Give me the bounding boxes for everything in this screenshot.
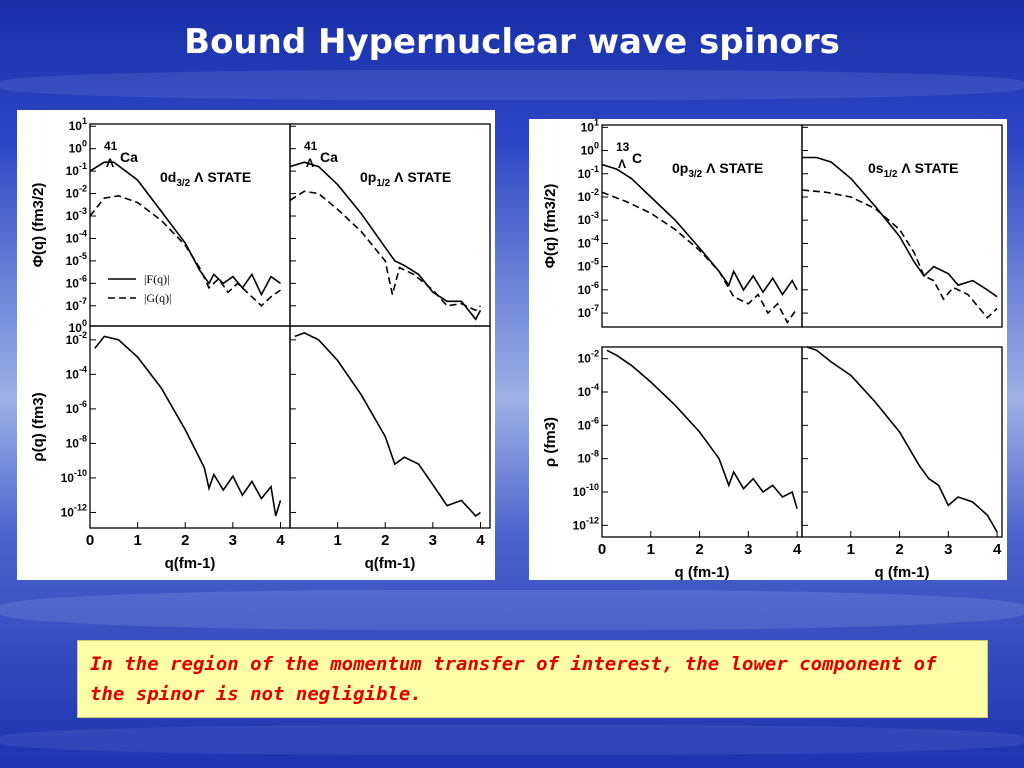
rho-ytick-label: 10-2: [66, 330, 87, 347]
xtick-label: 1: [847, 541, 855, 558]
xtick-label: 2: [381, 532, 389, 549]
bg-streak: [0, 590, 1024, 630]
phi-ytick-label: 100: [581, 141, 599, 158]
state-label: 0p1/2 Λ STATE: [360, 169, 451, 189]
phi-ytick-label: 101: [69, 116, 87, 133]
xtick-label: 1: [647, 541, 655, 558]
rho-ytick-label: 10-10: [573, 482, 599, 499]
left-figure-svg: 10110010-110-210-310-410-510-610-710-210…: [30, 116, 491, 572]
rho-ytick-label: 10-4: [66, 364, 87, 381]
phi-ytick-label: 10-3: [66, 206, 87, 223]
phi-ytick-label: 10-2: [578, 187, 599, 204]
phi-ytick-label: 10-7: [66, 296, 87, 313]
rho-ylabel: ρ(q) (fm3): [30, 392, 47, 461]
nucleus-mass: 13: [616, 140, 630, 154]
bg-streak: [0, 725, 1024, 755]
panel-L-phi-d-series-f: [89, 161, 281, 297]
rho-ylabel: ρ (fm3): [542, 417, 559, 467]
rho-ytick-label: 10-10: [61, 468, 87, 485]
rho-ytick-label: 10-8: [66, 433, 87, 450]
nucleus-lambda: Λ: [106, 156, 114, 170]
phi-ytick-label: 100: [69, 139, 87, 156]
phi-ytick-label: 101: [581, 119, 599, 134]
xtick-label: 4: [476, 532, 485, 549]
xtick-label: 2: [181, 532, 189, 549]
xtick-label: 4: [793, 541, 802, 558]
nucleus-mass: 41: [304, 139, 318, 153]
phi-ytick-label: 10-4: [66, 228, 87, 245]
phi-ytick-label: 10-5: [66, 251, 87, 268]
nucleus-mass: 41: [104, 139, 118, 153]
nucleus-lambda: Λ: [306, 156, 314, 170]
slide-title: Bound Hypernuclear wave spinors: [184, 22, 840, 62]
state-label: 0s1/2 Λ STATE: [868, 160, 958, 180]
rho-ytick-label: 10-12: [61, 502, 87, 519]
xtick-label: 1: [333, 532, 341, 549]
panel-R-phi-s-series-f: [802, 156, 998, 298]
note-text: In the region of the momentum transfer o…: [90, 653, 937, 705]
xlabel: q(fm-1): [165, 555, 216, 572]
rho-ytick-label: 10-4: [578, 382, 599, 399]
bg-streak: [0, 70, 1024, 100]
rho-ytick-label: 10-8: [578, 449, 599, 466]
panel-R-rho-p-frame: [601, 346, 803, 538]
panel-R-phi-p-series-g: [601, 191, 798, 324]
panel-L-phi-p-series-f: [289, 161, 482, 321]
xlabel: q (fm-1): [675, 564, 730, 580]
rho-ytick-label: 10-2: [578, 349, 599, 366]
state-label: 0p3/2 Λ STATE: [672, 160, 763, 180]
panel-R-phi-p-series-f: [601, 163, 798, 296]
xtick-label: 0: [86, 532, 94, 549]
phi-ytick-label: 10-1: [578, 164, 599, 181]
panel-R-rho-s-series-f: [806, 346, 998, 533]
right-figure-svg: 10110010-110-210-310-410-510-610-710-210…: [542, 117, 1003, 581]
panel-R-rho-p-series-f: [606, 349, 798, 509]
xtick-label: 2: [695, 541, 703, 558]
left-figure: 101 100 10-1 10-2 10-3 10-4 10-5 10-6 10-7 10-2 10…: [17, 110, 495, 580]
phi-ytick-label: 10-3: [578, 210, 599, 227]
xtick-label: 0: [598, 541, 606, 558]
phi-ytick-label: 10-5: [578, 257, 599, 274]
legend-label-g: |G(q)|: [144, 291, 171, 305]
panel-L-phi-p-series-g: [289, 190, 482, 312]
phi-bottom-label: 100: [69, 318, 87, 335]
xtick-label: 3: [429, 532, 437, 549]
right-figure: 101 100 10-1 10-2 10-3 10-4 10-5 10-6 10-7 10-2 10…: [529, 117, 1007, 581]
phi-ylabel: Φ(q) (fm3/2): [542, 184, 559, 269]
rho-ytick-label: 10-12: [573, 515, 599, 532]
panel-L-rho-d-series-f: [94, 335, 282, 517]
state-label: 0d3/2 Λ STATE: [160, 169, 251, 189]
panel-L-rho-p-series-f: [294, 332, 481, 517]
phi-ytick-label: 10-1: [66, 161, 87, 178]
note-box: In the region of the momentum transfer o…: [77, 640, 988, 718]
xtick-label: 4: [276, 532, 285, 549]
panel-R-phi-s-series-g: [801, 189, 998, 319]
xtick-label: 2: [895, 541, 903, 558]
rho-ytick-label: 10-6: [66, 399, 87, 416]
rho-ytick-label: 10-6: [578, 415, 599, 432]
xlabel: q(fm-1): [365, 555, 416, 572]
nucleus-symbol: Ca: [320, 149, 338, 165]
panel-L-phi-d-series-g: [89, 194, 281, 307]
phi-ylabel: Φ(q) (fm3/2): [30, 183, 47, 268]
xlabel: q (fm-1): [875, 564, 930, 580]
xtick-label: 3: [744, 541, 752, 558]
phi-ytick-label: 10-6: [578, 280, 599, 297]
xtick-label: 3: [944, 541, 952, 558]
xtick-label: 3: [229, 532, 237, 549]
phi-ytick-label: 10-6: [66, 273, 87, 290]
nucleus-symbol: C: [632, 150, 642, 166]
xtick-label: 4: [993, 541, 1002, 558]
phi-ytick-label: 10-4: [578, 233, 599, 250]
panel-R-phi-s-frame: [801, 124, 1003, 328]
panel-L-rho-p-frame: [289, 325, 491, 529]
phi-ytick-label: 10-7: [578, 303, 599, 320]
nucleus-symbol: Ca: [120, 149, 138, 165]
xtick-label: 1: [133, 532, 141, 549]
legend-label-f: |F(q)|: [144, 272, 169, 286]
nucleus-lambda: Λ: [618, 157, 626, 171]
panel-R-rho-s-frame: [801, 346, 1003, 538]
phi-ytick-label: 10-2: [66, 184, 87, 201]
